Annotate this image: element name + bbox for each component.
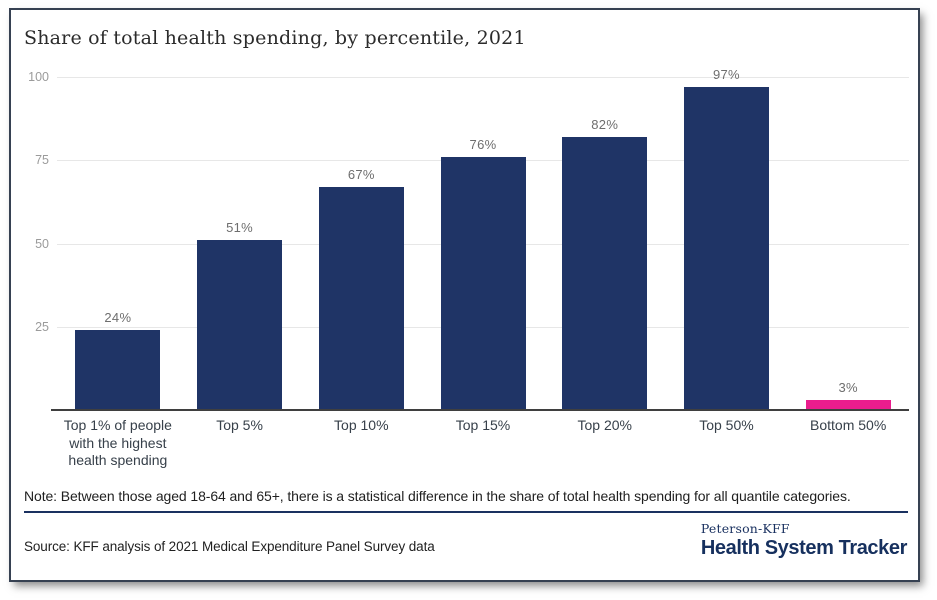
bar-top-5[interactable] <box>197 240 283 410</box>
bar-value-label-top-1-of-people-with-the-highest-health-spending: 24% <box>104 310 132 326</box>
footer-divider <box>24 511 908 513</box>
health-system-tracker-label: Health System Tracker <box>700 537 908 559</box>
y-tick-label-75: 75 <box>35 153 49 168</box>
bar-column-top-15: 76% <box>422 137 544 410</box>
y-tick-label-100: 100 <box>28 70 49 84</box>
y-tick-label-25: 25 <box>35 319 49 334</box>
bar-column-top-5: 51% <box>179 220 301 410</box>
y-tick-label-50: 50 <box>35 236 49 251</box>
bar-value-label-bottom-50: 3% <box>838 380 858 396</box>
x-axis-label-top-50: Top 50% <box>699 417 754 433</box>
gridline-100 <box>57 77 909 78</box>
health-system-tracker-logo: Peterson-KFF Health System Tracker <box>700 521 908 560</box>
bar-column-top-10: 67% <box>300 167 422 410</box>
bar-value-label-top-50: 97% <box>712 67 740 82</box>
source-text: Source: KFF analysis of 2021 Medical Exp… <box>24 539 435 554</box>
bar-value-label-top-10: 67% <box>347 166 375 182</box>
x-axis-line <box>51 409 909 411</box>
bar-value-label-top-20: 82% <box>591 116 619 132</box>
chart-card: Share of total health spending, by perce… <box>9 8 920 582</box>
bars-container: 24% 51% 67% 76% 82% 97% 3% <box>57 67 909 410</box>
x-axis-label-top-20: Top 20% <box>577 417 632 433</box>
x-axis-label-top-10: Top 10% <box>334 417 389 433</box>
bar-top-20[interactable] <box>562 136 648 410</box>
x-axis-label-top-5: Top 5% <box>216 417 263 433</box>
bar-bottom-50[interactable] <box>805 400 891 410</box>
bar-value-label-top-15: 76% <box>469 136 497 152</box>
bar-top-1-of-people-with-the-highest-health-spending[interactable] <box>75 330 161 410</box>
bar-top-15[interactable] <box>440 156 526 410</box>
chart-note: Note: Between those aged 18-64 and 65+, … <box>24 488 851 504</box>
bar-column-top-50: 97% <box>666 67 788 410</box>
bar-value-label-top-5: 51% <box>226 220 254 236</box>
bar-top-50[interactable] <box>683 87 769 410</box>
x-axis-label-bottom-50: Bottom 50% <box>810 417 887 433</box>
x-axis-labels: Top 1% of people with the highest health… <box>57 417 909 470</box>
x-axis-label-top-15: Top 15% <box>455 417 511 433</box>
x-axis-label-top-1-of-people-with-the-highest-health-spending: Top 1% of people with the highest health… <box>63 417 172 468</box>
bar-chart-plot: 100 75 50 25 24% 51% 67% 76% 82% 97% 3% <box>28 67 909 411</box>
bar-column-bottom-50: 3% <box>787 380 909 410</box>
peterson-kff-label: Peterson-KFF <box>700 521 790 536</box>
bar-column-top-1-of-people-with-the-highest-health-spending: 24% <box>57 310 179 410</box>
chart-title: Share of total health spending, by perce… <box>24 27 526 49</box>
bar-top-10[interactable] <box>318 186 404 410</box>
bar-column-top-20: 82% <box>544 117 666 410</box>
